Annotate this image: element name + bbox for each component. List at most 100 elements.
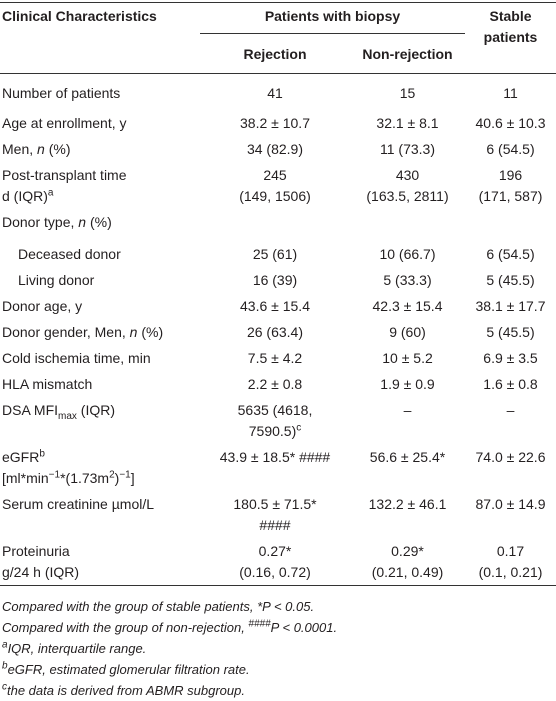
text: 180.5 ± 71.5* (233, 495, 317, 512)
text: a (2, 639, 8, 651)
cell: 7.5 ± 4.2 (247, 349, 303, 366)
cell: 0.17 (0.1, 0.21) (465, 538, 556, 586)
text: 7590.5) (248, 422, 297, 439)
text: 0.17 (496, 542, 525, 559)
text: −1 (48, 468, 61, 480)
text: *(1.73m (60, 469, 110, 486)
text: (IQR) (76, 401, 116, 418)
cell: 40.6 ± 10.3 (475, 114, 546, 131)
text: Post-transplant time (2, 166, 127, 183)
cell: 132.2 ± 46.1 (368, 495, 447, 512)
cell: 56.6 ± 25.4* (369, 448, 446, 465)
cell: – (506, 401, 515, 418)
text: (%) (86, 213, 112, 230)
label: HLA mismatch (2, 375, 93, 392)
footnote: cthe data is derived from ABMR subgroup. (2, 680, 556, 701)
text: (171, 587) (478, 187, 543, 204)
text: 430 (395, 166, 420, 183)
label: Donor type, n (%) (0, 209, 200, 241)
footnote: aIQR, interquartile range. (2, 638, 556, 659)
cell: 25 (61) (252, 245, 298, 262)
text: P (262, 598, 271, 614)
text: max (58, 410, 77, 422)
cell: 1.9 ± 0.9 (380, 375, 435, 392)
label: Men, n (%) (0, 136, 200, 162)
text: 196 (498, 166, 523, 183)
cell: 5635 (4618, 7590.5)c (200, 397, 350, 444)
text: 245 (263, 166, 287, 183)
text: (0.21, 0.49) (371, 563, 444, 580)
text: P (270, 619, 279, 635)
cell: 26 (63.4) (246, 323, 304, 340)
text: Men, (2, 140, 38, 157)
label: DSA MFImax (IQR) (0, 397, 200, 444)
cell: 6.9 ± 3.5 (483, 349, 538, 366)
label: Deceased donor (18, 245, 121, 262)
text: the data is derived from ABMR subgroup. (7, 682, 245, 698)
text: (%) (44, 140, 71, 157)
footnote: beGFR, estimated glomerular filtration r… (2, 659, 556, 680)
cell: 10 ± 5.2 (382, 349, 433, 366)
cell: 245 (149, 1506) (200, 162, 350, 209)
cell: 1.6 ± 0.8 (483, 375, 538, 392)
text: [ml*min (2, 469, 49, 486)
text: eGFR, estimated glomerular filtration ra… (7, 661, 250, 677)
text: 0.29* (391, 542, 424, 559)
cell: 34 (82.9) (246, 140, 304, 157)
cell: – (403, 401, 412, 418)
text: < 0.0001. (278, 619, 338, 635)
text: 0.27* (258, 542, 292, 559)
cell: 16 (39) (252, 271, 298, 288)
text: Proteinuria (2, 542, 70, 559)
text: #### (248, 618, 271, 630)
text: −1 (119, 468, 131, 480)
text: c (296, 421, 302, 433)
footnote: Compared with the group of non-rejection… (2, 617, 556, 638)
header-cell: Stable patients (465, 2, 556, 74)
text: n (37, 140, 45, 157)
text: #### (259, 516, 291, 533)
text: b (39, 447, 45, 459)
label: Proteinuria g/24 h (IQR) (0, 538, 200, 586)
cell: 5 (45.5) (486, 271, 535, 288)
table: Clinical Characteristics Patients with b… (0, 2, 556, 586)
label: Donor age, y (2, 297, 83, 314)
cell: 2.2 ± 0.8 (247, 375, 303, 392)
label: Post-transplant time d (IQR)a (0, 162, 200, 209)
table-body: Number of patients 41 15 11 Age at enrollme… (0, 74, 556, 586)
cell: 10 (66.7) (379, 245, 436, 262)
text: eGFR (2, 448, 40, 465)
cell: 41 (267, 85, 283, 101)
label: eGFRb [ml*min−1*(1.73m2)−1] (0, 444, 200, 491)
header-cell: Rejection (200, 33, 350, 74)
cell: 430 (163.5, 2811) (350, 162, 465, 209)
cell: 32.1 ± 8.1 (376, 114, 439, 131)
text: 5635 (4618, (237, 401, 313, 418)
cell: 15 (399, 85, 416, 101)
text: n (78, 213, 87, 230)
text: IQR, interquartile range. (7, 640, 147, 656)
cell: 43.6 ± 15.4 (240, 297, 310, 314)
text: ] (130, 469, 135, 486)
label: Donor gender, Men, n (%) (0, 319, 200, 345)
text: < 0.05. (270, 598, 315, 614)
text: (163.5, 2811) (366, 187, 449, 204)
cell: 6 (54.5) (486, 140, 535, 157)
text: b (2, 660, 8, 672)
text: Compared with the group of stable patien… (2, 598, 263, 614)
cell: 87.0 ± 14.9 (475, 495, 546, 512)
text: g/24 h (IQR) (2, 563, 80, 580)
label: Cold ischemia time, min (2, 349, 151, 366)
cell: 0.27* (0.16, 0.72) (200, 538, 350, 586)
cell: 74.0 ± 22.6 (475, 448, 546, 465)
cell: 38.2 ± 10.7 (240, 114, 310, 131)
footnote: Compared with the group of stable patien… (2, 596, 556, 617)
text: (149, 1506) (239, 187, 311, 204)
text: (0.1, 0.21) (478, 563, 543, 580)
header-cell: Patients with biopsy (200, 2, 465, 34)
cell: 42.3 ± 15.4 (372, 297, 443, 314)
cell: 38.1 ± 17.7 (475, 297, 546, 314)
label: Serum creatinine µmol/L (2, 495, 155, 512)
cell: 9 (60) (389, 323, 426, 340)
